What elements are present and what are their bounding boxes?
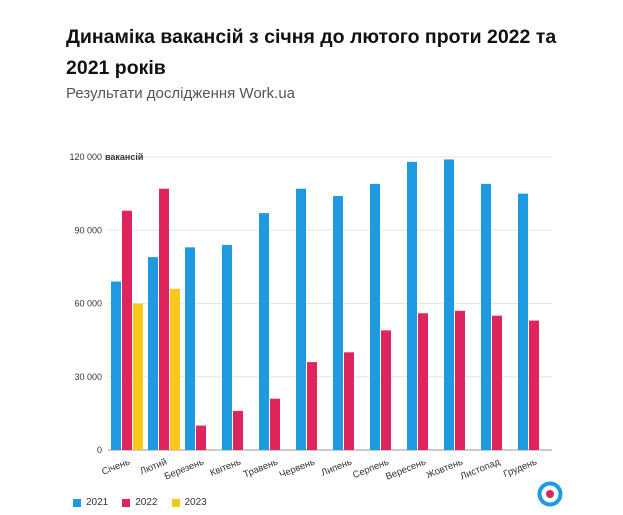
x-tick-label: Квітень <box>208 457 242 479</box>
bar-2021-7 <box>333 196 343 450</box>
bar-2021-10 <box>444 159 454 451</box>
legend-label-2022: 2022 <box>135 497 158 508</box>
bar-2021-2 <box>148 257 158 450</box>
x-tick-label: Листопад <box>459 456 502 482</box>
bar-2023-1 <box>133 303 143 450</box>
x-tick-label: Червень <box>278 457 317 481</box>
bar-2021-3 <box>185 247 195 450</box>
x-tick-label: Жовтень <box>425 457 465 482</box>
legend-label-2023: 2023 <box>184 497 207 508</box>
y-tick-label: 120 000 <box>69 152 102 162</box>
legend-swatch-2022 <box>122 498 131 507</box>
x-tick-label: Липень <box>320 457 354 479</box>
bar-2021-6 <box>296 188 306 450</box>
chart-subtitle: Результати дослідження Work.ua <box>66 85 296 102</box>
y-tick-label: 90 000 <box>74 225 102 235</box>
bar-2021-5 <box>259 213 269 450</box>
x-tick-label: Грудень <box>502 457 539 480</box>
bar-2021-8 <box>370 183 380 450</box>
bar-2022-3 <box>196 425 206 450</box>
bar-2022-6 <box>307 362 317 450</box>
legend-swatch-2023 <box>171 498 180 507</box>
bar-2022-8 <box>381 330 391 450</box>
bar-2021-11 <box>481 183 491 450</box>
bar-2022-11 <box>492 315 502 450</box>
bar-2022-10 <box>455 310 465 450</box>
bar-2022-1 <box>122 210 132 450</box>
legend-item-2022: 2022 <box>122 497 158 508</box>
bar-2021-1 <box>111 281 121 450</box>
legend: 2021 2022 2023 <box>73 497 207 508</box>
bar-2022-4 <box>233 410 243 450</box>
legend-swatch-2021 <box>73 498 81 507</box>
x-tick-label: Березень <box>163 457 206 483</box>
bar-2021-12 <box>518 193 528 450</box>
x-tick-label: Травень <box>242 457 280 481</box>
chart-title: Динаміка вакансій з січня до лютого прот… <box>66 26 557 79</box>
y-tick-label: 30 000 <box>74 372 102 382</box>
x-tick-label: Серпень <box>351 457 390 481</box>
bar-2022-2 <box>159 188 169 450</box>
y-tick-label: 0 <box>97 445 102 455</box>
legend-label-2021: 2021 <box>86 497 109 508</box>
legend-item-2021: 2021 <box>73 497 108 508</box>
bar-2022-9 <box>418 313 428 450</box>
workua-logo-icon <box>537 481 563 507</box>
legend-item-2023: 2023 <box>171 497 207 508</box>
bar-2021-9 <box>407 161 417 450</box>
bar-2021-4 <box>222 244 232 450</box>
y-tick-label: 60 000 <box>74 299 102 309</box>
bar-2023-2 <box>170 288 180 450</box>
bar-2022-5 <box>270 398 280 450</box>
bar-2022-12 <box>529 320 539 450</box>
bar-2022-7 <box>344 352 354 450</box>
x-tick-label: Вересень <box>384 457 427 483</box>
y-unit-label: вакансій <box>105 152 143 162</box>
x-tick-label: Січень <box>100 457 131 478</box>
